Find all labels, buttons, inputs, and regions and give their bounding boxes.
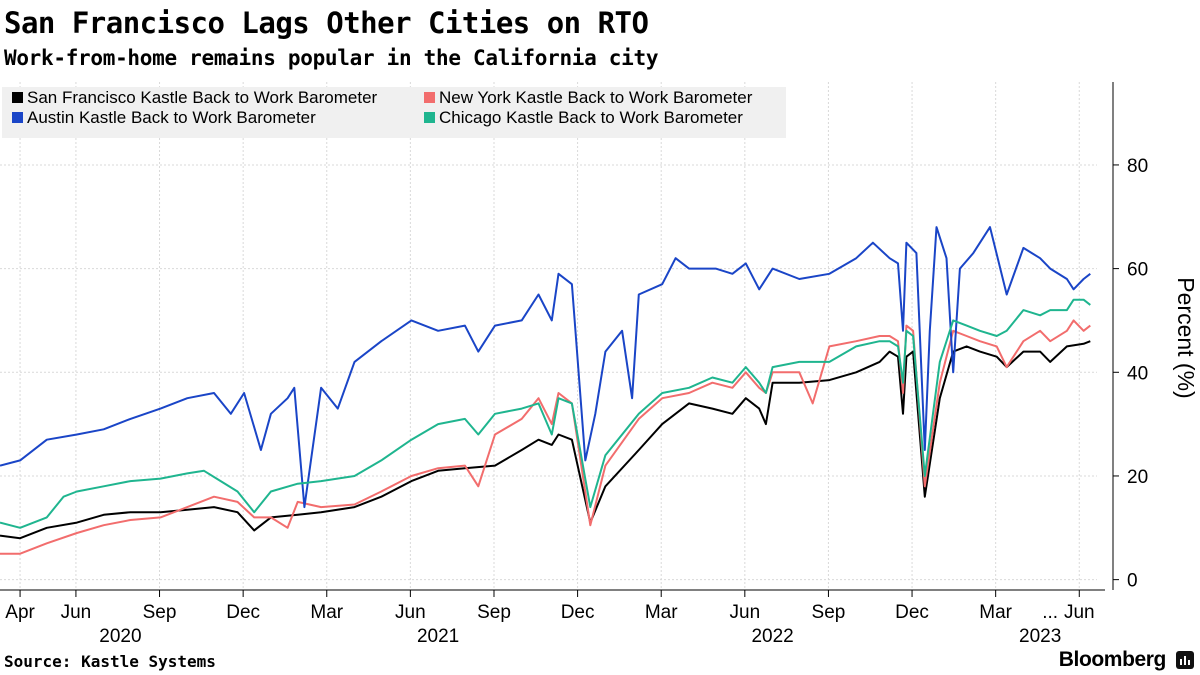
chart-title: San Francisco Lags Other Cities on RTO [4,6,649,40]
legend-swatch [424,112,435,123]
x-tick-label: Sep [477,602,511,623]
x-tick-label: Jun [61,602,92,623]
series-line-2 [0,226,1091,509]
legend-background [2,87,786,138]
x-tick-label: Jun [395,602,426,623]
x-tick-label: ... [1042,602,1058,623]
legend-label: San Francisco Kastle Back to Work Barome… [27,88,378,107]
source-note: Source: Kastle Systems [4,652,216,671]
x-tick-label: Dec [561,602,595,623]
legend-label: Austin Kastle Back to Work Barometer [27,108,316,127]
x-year-label: 2023 [1019,626,1061,647]
x-tick-label: Jun [1064,602,1095,623]
legend-swatch [424,92,435,103]
bloomberg-terminal-icon [1176,651,1194,669]
x-tick-label: Dec [895,602,929,623]
x-tick-label: Sep [812,602,846,623]
legend-label: Chicago Kastle Back to Work Barometer [439,108,743,127]
x-year-label: 2022 [751,626,793,647]
x-year-label: 2021 [417,626,459,647]
brand-wordmark: Bloomberg [1058,648,1167,671]
series-line-1 [0,319,1091,555]
y-tick-label: 60 [1127,260,1148,281]
y-tick-label: 0 [1127,571,1138,592]
legend-label: New York Kastle Back to Work Barometer [439,88,753,107]
x-tick-label: Jun [730,602,761,623]
y-tick-label: 40 [1127,363,1148,384]
x-tick-label: Dec [226,602,260,623]
legend-swatch [12,92,23,103]
chart-subtitle: Work-from-home remains popular in the Ca… [4,46,659,70]
x-tick-label: Mar [645,602,678,623]
legend: San Francisco Kastle Back to Work Barome… [2,87,786,138]
x-year-label: 2020 [99,626,141,647]
series-line-0 [0,340,1091,540]
x-tick-label: Sep [143,602,177,623]
x-tick-label: Mar [979,602,1012,623]
x-tick-label: Mar [310,602,343,623]
series-line-3 [0,298,1091,529]
y-tick-label: 20 [1127,467,1148,488]
y-tick-label: 80 [1127,156,1148,177]
y-axis-title: Percent (%) [1173,277,1199,398]
legend-swatch [12,112,23,123]
x-tick-label: Apr [5,602,35,623]
